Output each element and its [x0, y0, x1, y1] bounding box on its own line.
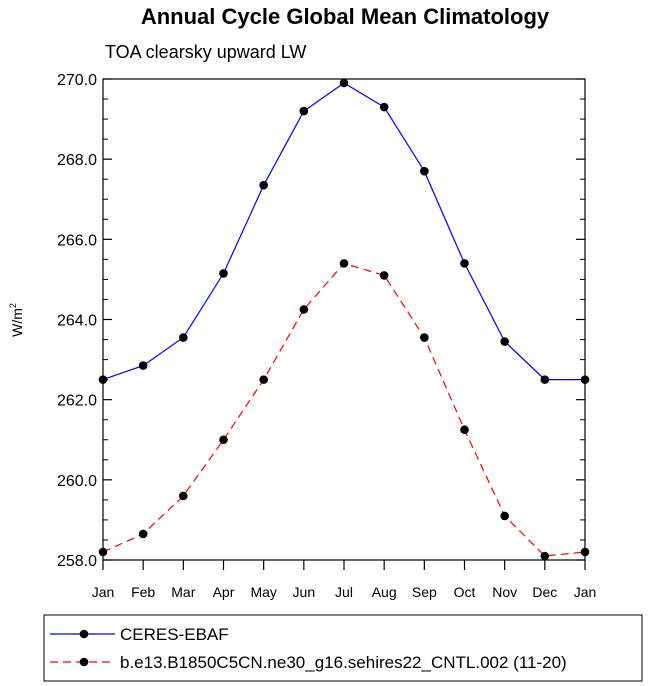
series-0-point	[259, 180, 268, 190]
series-1-point	[179, 491, 188, 501]
x-tick-label: Apr	[213, 584, 235, 600]
x-tick-label: Mar	[171, 584, 195, 600]
series-1-point	[500, 511, 509, 521]
series-1-point	[420, 333, 429, 342]
plot-frame	[102, 78, 586, 561]
series-1-point	[540, 551, 550, 561]
y-axis-label-superscript: 2	[8, 303, 18, 308]
series-0-point	[580, 375, 590, 384]
x-tick-label: Aug	[372, 584, 397, 600]
legend-marker-model	[79, 657, 89, 667]
legend-label-model: b.e13.B1850C5CN.ne30_g16.sehires22_CNTL.…	[120, 653, 567, 672]
x-tick-label: Oct	[454, 584, 476, 600]
series-1-point	[219, 435, 228, 445]
y-tick-label: 262.0	[57, 393, 97, 410]
y-tick-label: 266.0	[57, 232, 97, 249]
y-axis-label: W/m2	[8, 303, 25, 337]
legend-label-ceres: CERES-EBAF	[120, 625, 229, 644]
series-0-point	[379, 102, 389, 112]
x-tick-label: May	[250, 584, 276, 600]
series-0-point	[339, 78, 349, 88]
x-tick-label: Jan	[92, 584, 115, 600]
series-0-point	[138, 361, 148, 370]
series-1-point	[98, 547, 108, 557]
y-tick-label: 258.0	[57, 553, 97, 570]
x-tick-label: Feb	[131, 584, 155, 600]
y-tick-label: 260.0	[57, 473, 97, 490]
x-tick-label: Nov	[492, 584, 517, 600]
y-tick-label: 268.0	[57, 152, 97, 169]
series-0-point	[219, 269, 228, 278]
chart-subtitle: TOA clearsky upward LW	[105, 42, 306, 62]
x-axis-ticks: Jan Feb Mar Apr May Jun Jul Aug Sep Oct Nov Dec Jan	[92, 560, 597, 600]
x-tick-label: Sep	[412, 584, 437, 600]
series-group	[98, 78, 590, 561]
series-0-point	[500, 337, 509, 346]
legend-marker-ceres	[79, 629, 89, 639]
y-tick-label: 264.0	[57, 313, 97, 330]
svg-text:W/m2: W/m2	[8, 303, 25, 337]
series-1-point	[299, 305, 309, 314]
series-line-0	[102, 82, 585, 381]
y-axis-ticks: 258.0 260.0 262.0 264.0 266.0 268.0 270.0	[57, 72, 585, 570]
series-1-point	[379, 271, 389, 280]
y-axis-label-base: W/m	[9, 308, 25, 337]
chart-title: Annual Cycle Global Mean Climatology	[141, 4, 550, 29]
legend: CERES-EBAF b.e13.B1850C5CN.ne30_g16.sehi…	[43, 614, 643, 682]
legend-box	[43, 614, 643, 682]
x-tick-label: Jun	[293, 584, 316, 600]
series-1-point	[580, 547, 590, 557]
series-0-point	[98, 375, 108, 384]
series-0-point	[540, 375, 550, 384]
series-1-point	[339, 259, 349, 268]
series-0-point	[460, 259, 469, 268]
series-1-point	[259, 375, 268, 384]
series-0-point	[299, 106, 309, 116]
series-line-1	[102, 262, 586, 557]
series-0-point	[420, 166, 429, 176]
series-0-point	[179, 333, 188, 342]
series-1-point	[138, 529, 148, 539]
series-1-point	[460, 425, 469, 435]
x-tick-label: Dec	[532, 584, 557, 600]
x-tick-label: Jul	[335, 584, 353, 600]
x-tick-label: Jan	[574, 584, 597, 600]
y-tick-label: 270.0	[57, 72, 97, 89]
